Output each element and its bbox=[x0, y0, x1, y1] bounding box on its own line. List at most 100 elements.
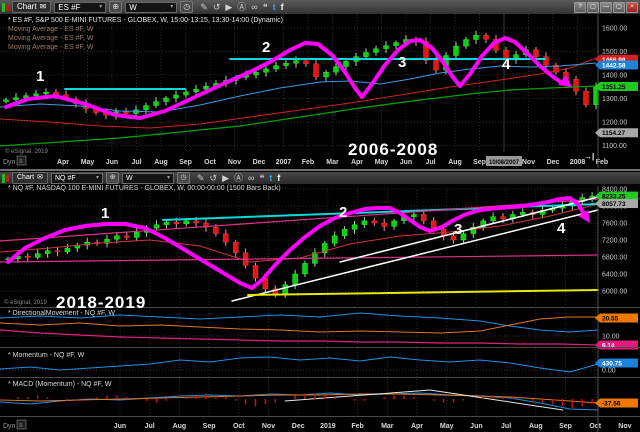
svg-text:1442.58: 1442.58 bbox=[602, 62, 626, 69]
status-indicator bbox=[2, 173, 9, 183]
svg-text:1600.00: 1600.00 bbox=[602, 26, 627, 33]
svg-text:1200.00: 1200.00 bbox=[602, 120, 627, 127]
search-icon[interactable]: Ⓐ bbox=[234, 173, 244, 183]
ma-lines bbox=[0, 203, 599, 263]
es-study-1: Moving Average - ES #F, W bbox=[8, 26, 94, 33]
link-icon[interactable]: ∞ bbox=[248, 173, 255, 183]
svg-text:8233.25: 8233.25 bbox=[602, 194, 626, 201]
twitter-icon[interactable]: t bbox=[269, 173, 273, 183]
interval-input[interactable]: W ▾ bbox=[125, 1, 178, 13]
svg-text:Feb: Feb bbox=[302, 159, 314, 166]
toolbar-bottom-icons: ✎ ↺ ▶ Ⓐ ∞ ❝ t f bbox=[197, 173, 280, 183]
pencil-icon[interactable]: ✎ bbox=[200, 2, 208, 12]
window-controls: ? ▢ — ▢ × bbox=[574, 2, 638, 13]
search-icon[interactable]: Ⓐ bbox=[237, 2, 247, 12]
symbol-search-button[interactable]: ⊕ bbox=[106, 172, 119, 184]
svg-text:6400.00: 6400.00 bbox=[602, 272, 627, 279]
svg-text:Dec: Dec bbox=[292, 423, 305, 430]
svg-text:≡: ≡ bbox=[19, 423, 23, 429]
time-interval-button[interactable]: ◷ bbox=[180, 1, 194, 13]
toolbar-top: Chart ✉ ES #F ▾ ⊕ W ▾ ◷ ✎ ↺ ▶ Ⓐ ∞ ❝ t f ? ▢ — ▢ × bbox=[0, 0, 640, 14]
play-icon[interactable]: ▶ bbox=[222, 173, 230, 183]
link-icon[interactable]: ∞ bbox=[251, 2, 258, 12]
go-to-end-button[interactable]: →| bbox=[584, 152, 594, 161]
es-study-2: Moving Average - ES #F, W bbox=[8, 35, 94, 42]
svg-text:0.00: 0.00 bbox=[602, 368, 616, 375]
toolbar-top-icons: ✎ ↺ ▶ Ⓐ ∞ ❝ t f bbox=[200, 2, 283, 12]
wave-number-annotation: 4 bbox=[557, 220, 566, 237]
wave-number-annotation: 3 bbox=[454, 221, 463, 238]
symbol-search-button[interactable]: ⊕ bbox=[109, 1, 123, 13]
svg-text:Jul: Jul bbox=[501, 423, 511, 430]
svg-text:Aug: Aug bbox=[529, 423, 543, 430]
undo-icon[interactable]: ↺ bbox=[209, 173, 218, 183]
play-icon[interactable]: ▶ bbox=[225, 2, 233, 12]
svg-text:Dec: Dec bbox=[547, 159, 560, 166]
svg-text:Jul: Jul bbox=[425, 159, 435, 166]
trend-annotation bbox=[6, 196, 590, 290]
chevron-down-icon: ▾ bbox=[170, 3, 174, 10]
status-indicator bbox=[2, 2, 9, 12]
chart-tab-label: Chart bbox=[17, 174, 35, 181]
panel-title-directional-movement: * DirectionalMovement - NQ #F, W bbox=[8, 310, 115, 317]
svg-text:Feb: Feb bbox=[351, 423, 363, 430]
symbol-input[interactable]: ES #F ▾ bbox=[54, 1, 107, 13]
symbol-value: ES #F bbox=[58, 2, 81, 12]
wave-number-annotation: 3 bbox=[398, 54, 407, 71]
wave-number-annotation: 2 bbox=[262, 39, 271, 56]
svg-text:Nov: Nov bbox=[262, 423, 275, 430]
svg-text:-37.56: -37.56 bbox=[602, 401, 621, 408]
svg-text:Sep: Sep bbox=[559, 423, 572, 430]
overlay-lines bbox=[0, 196, 599, 302]
maximize-button[interactable]: ▢ bbox=[613, 2, 625, 13]
svg-text:Mar: Mar bbox=[326, 159, 339, 166]
facebook-icon[interactable]: f bbox=[280, 2, 284, 12]
svg-text:1500.00: 1500.00 bbox=[602, 49, 627, 56]
time-interval-button[interactable]: ◷ bbox=[177, 172, 190, 184]
svg-text:1100.00: 1100.00 bbox=[602, 143, 627, 150]
interval-input[interactable]: W ▾ bbox=[122, 172, 174, 184]
chevron-down-icon: ▾ bbox=[166, 174, 170, 181]
svg-text:Jun: Jun bbox=[400, 159, 412, 166]
es-study-3: Moving Average - ES #F, W bbox=[8, 44, 94, 51]
twitter-icon[interactable]: t bbox=[272, 2, 276, 12]
panel-title-momentum: * Momentum - NQ #F, W bbox=[8, 352, 85, 359]
facebook-icon[interactable]: f bbox=[277, 173, 281, 183]
svg-text:430.75: 430.75 bbox=[602, 361, 622, 368]
svg-text:Sep: Sep bbox=[473, 159, 486, 166]
toolbar-bottom: Chart ✉ NQ #F ▾ ⊕ W ▾ ◷ ✎ ↺ ▶ Ⓐ ∞ ❝ t f bbox=[0, 172, 640, 184]
wave-number-annotation: 2 bbox=[339, 204, 348, 221]
close-button[interactable]: × bbox=[626, 2, 638, 13]
svg-text:8400.00: 8400.00 bbox=[602, 187, 627, 194]
chat-icon[interactable]: ❝ bbox=[259, 173, 265, 183]
svg-text:May: May bbox=[81, 159, 95, 166]
svg-text:Mar: Mar bbox=[381, 423, 394, 430]
chat-icon[interactable]: ❝ bbox=[262, 2, 268, 12]
svg-text:Nov: Nov bbox=[618, 423, 631, 430]
chart-tab[interactable]: Chart ✉ bbox=[12, 1, 52, 13]
svg-text:1400.00: 1400.00 bbox=[602, 73, 627, 80]
candles bbox=[5, 192, 595, 298]
chart-tab[interactable]: Chart ✉ bbox=[12, 172, 48, 184]
svg-text:Apr: Apr bbox=[57, 159, 69, 166]
help-button[interactable]: ? bbox=[574, 2, 586, 13]
svg-text:Jul: Jul bbox=[145, 423, 155, 430]
svg-text:2007: 2007 bbox=[276, 159, 292, 166]
es-chart-title: * ES #F, S&P 500 E-MINI FUTURES - GLOBEX… bbox=[8, 17, 283, 24]
svg-text:Nov: Nov bbox=[522, 159, 535, 166]
nq-chart-title: * NQ #F, NASDAQ 100 E-MINI FUTURES - GLO… bbox=[8, 185, 281, 192]
panel-title-macd: * MACD (Momentum) - NQ #F, W bbox=[8, 381, 112, 388]
es-watermark: © eSignal, 2019 bbox=[5, 149, 48, 155]
es-chart-header: * ES #F, S&P 500 E-MINI FUTURES - GLOBEX… bbox=[8, 16, 283, 52]
svg-text:→|: →| bbox=[584, 152, 594, 161]
pencil-icon[interactable]: ✎ bbox=[197, 173, 205, 183]
symbol-input[interactable]: NQ #F ▾ bbox=[51, 172, 103, 184]
svg-text:May: May bbox=[440, 423, 454, 430]
svg-text:Oct: Oct bbox=[589, 423, 601, 430]
svg-text:Feb: Feb bbox=[596, 159, 608, 166]
minimize-button[interactable]: — bbox=[600, 2, 612, 13]
restore-button[interactable]: ▢ bbox=[587, 2, 599, 13]
chart-tab-label: Chart bbox=[17, 2, 37, 11]
undo-icon[interactable]: ↺ bbox=[212, 2, 221, 12]
